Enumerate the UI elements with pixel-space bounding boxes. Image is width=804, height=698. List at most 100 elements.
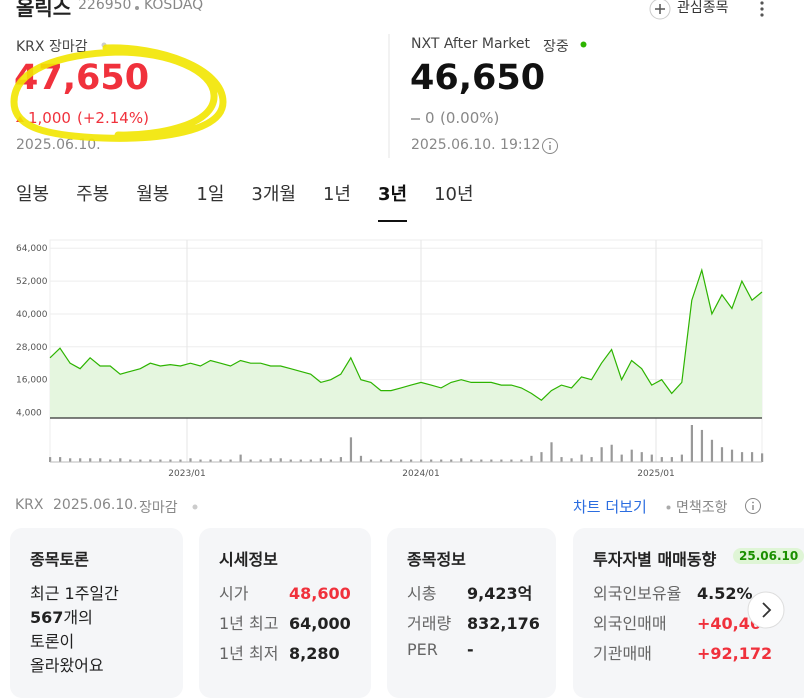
- krx-change-pct: (+2.14%): [77, 109, 149, 127]
- row-label: PER: [407, 640, 438, 659]
- volume-bar: [480, 459, 483, 462]
- x-tick-label: 2024/01: [402, 469, 439, 479]
- volume-bar: [179, 459, 182, 462]
- volume-bar: [389, 459, 393, 462]
- y-tick-label: 28,000: [16, 343, 48, 353]
- watch-button[interactable]: 관심종목: [677, 0, 729, 16]
- row-value: 4.52%: [697, 584, 753, 603]
- volume-bar: [299, 459, 302, 462]
- row-label: 외국인매매: [593, 614, 667, 633]
- text-line: 최근 1주일간: [30, 584, 119, 603]
- volume-bar: [289, 459, 292, 462]
- volume-bar: [430, 459, 433, 462]
- period-tab[interactable]: 월봉: [136, 184, 170, 205]
- volume-bar: [109, 459, 112, 462]
- volume-bar: [319, 458, 322, 462]
- info-row: 1년 최고 64,000: [219, 610, 351, 634]
- next-button[interactable]: [746, 590, 786, 630]
- volume-bar: [259, 459, 262, 462]
- volume-bar: [79, 458, 82, 462]
- price-line: [49, 267, 763, 401]
- volume-bar: [440, 459, 443, 462]
- period-tab[interactable]: 일봉: [16, 184, 50, 205]
- more-menu[interactable]: [757, 0, 767, 20]
- volume-bar: [399, 459, 403, 462]
- volume-bar: [329, 459, 332, 462]
- volume-bar: [600, 447, 603, 462]
- date-badge: 25.06.10: [733, 548, 804, 564]
- volume-bar: [490, 459, 493, 462]
- volume-bar: [640, 452, 643, 462]
- watch-icon[interactable]: [649, 0, 671, 20]
- volume-bar: [550, 442, 553, 462]
- volume-bar: [710, 439, 714, 462]
- volume-bar: [630, 449, 633, 462]
- chart-more[interactable]: 차트 더보기: [573, 498, 647, 516]
- info-icon[interactable]: [541, 137, 559, 155]
- y-tick-label: 40,000: [16, 310, 48, 320]
- stock-code: 226950: [78, 0, 132, 13]
- row-value: 48,600: [289, 584, 351, 603]
- volume-bar: [219, 459, 222, 462]
- quote-card[interactable]: 시세정보 시가 48,600 1년 최고 64,000 1년 최저 8,280: [199, 528, 371, 698]
- plot-frame: [49, 239, 763, 463]
- stock-name: 올릭스: [16, 0, 72, 20]
- volume-bar: [730, 449, 734, 462]
- info-row: PER -: [407, 640, 474, 659]
- period-tab[interactable]: 1년: [322, 184, 351, 205]
- count: 567: [30, 608, 64, 627]
- period-tabs: 일봉 주봉 월봉 1일 3개월 1년 3년 10년: [16, 180, 474, 222]
- volume-bar: [620, 454, 623, 462]
- volume-bar: [69, 458, 72, 462]
- volume-bar: [129, 459, 132, 462]
- period-tab[interactable]: 3년: [377, 180, 408, 222]
- volume-bar: [410, 459, 413, 462]
- footer-status: 장마감: [139, 500, 178, 516]
- flat-mark: [411, 118, 420, 120]
- info-row: 시총 9,423억: [407, 580, 532, 604]
- volume-bar: [761, 453, 764, 462]
- krx-date: 2025.06.10.: [16, 137, 101, 153]
- disclaimer[interactable]: 면책조항: [676, 500, 728, 516]
- volume-bar: [610, 444, 613, 462]
- row-label: 1년 최고: [219, 614, 279, 633]
- row-label: 외국인보유율: [593, 584, 682, 603]
- market: KOSDAQ: [144, 0, 204, 13]
- info-card[interactable]: 종목정보 시총 9,423억 거래량 832,176 PER -: [387, 528, 556, 698]
- dot: [192, 504, 198, 510]
- volume-bar: [750, 452, 754, 462]
- volume-bar: [59, 457, 62, 462]
- row-label: 기관매매: [593, 644, 652, 663]
- y-tick-label: 16,000: [16, 376, 48, 386]
- volume-bar: [560, 457, 563, 462]
- divider: [388, 34, 390, 158]
- volume-bar: [500, 459, 503, 462]
- volume-bar: [520, 459, 523, 462]
- row-label: 거래량: [407, 614, 452, 633]
- nxt-label: NXT After Market: [411, 36, 531, 52]
- footer-source: KRX: [15, 497, 44, 513]
- info-row: 거래량 832,176: [407, 610, 540, 634]
- period-tab[interactable]: 주봉: [76, 184, 110, 205]
- volume-bar: [680, 454, 683, 462]
- y-tick-label: 52,000: [16, 277, 48, 287]
- row-value: +40,46: [697, 614, 762, 633]
- krx-price: 47,650: [14, 58, 150, 98]
- volume-bar: [660, 457, 663, 462]
- krx-label: KRX 장마감: [16, 39, 88, 55]
- period-tab[interactable]: 10년: [434, 184, 474, 205]
- period-tab[interactable]: 3개월: [251, 184, 296, 205]
- volume-bar: [49, 457, 52, 462]
- dot: [135, 6, 139, 10]
- volume-bar: [349, 437, 353, 462]
- card-title: 종목토론: [30, 550, 89, 569]
- discussion-card[interactable]: 종목토론 최근 1주일간 567개의 토론이 올라왔어요: [10, 528, 183, 698]
- volume-bar: [269, 458, 272, 462]
- period-tab[interactable]: 1일: [196, 184, 225, 205]
- info-row: 외국인매매 +40,46: [593, 610, 761, 634]
- volume-bar: [540, 452, 543, 462]
- volume-bar: [229, 459, 232, 462]
- info-icon[interactable]: [744, 497, 762, 515]
- volume-bar: [690, 425, 694, 462]
- volume-bar: [169, 459, 172, 462]
